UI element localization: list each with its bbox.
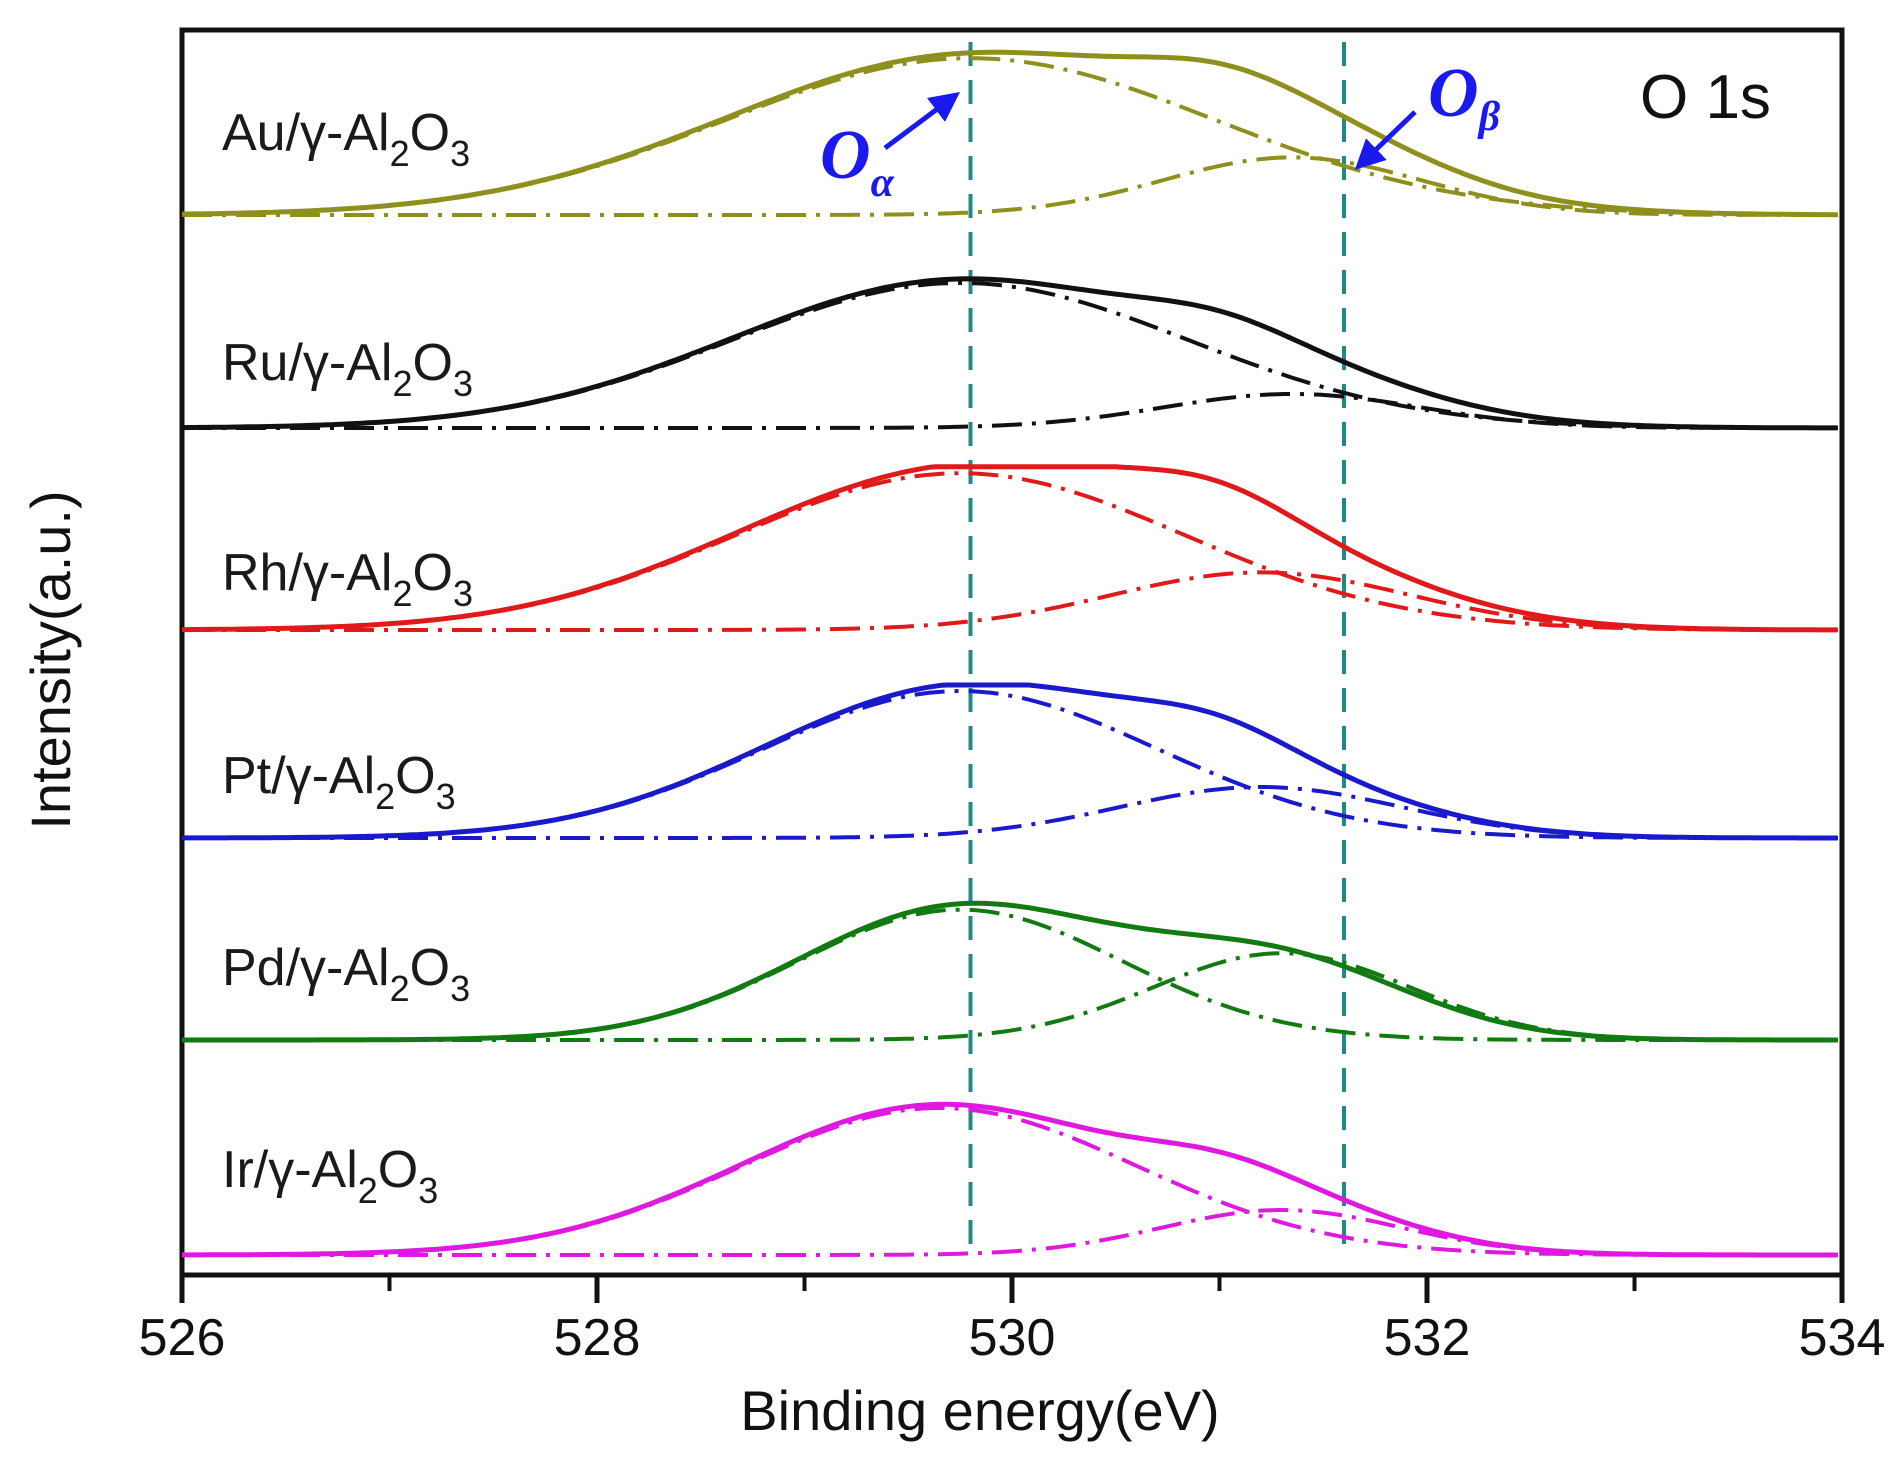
series-layer: Au/γ-Al2O3 Ru/γ-Al2O3 Rh/γ-Al2O3 Pt/γ-Al2O3… [181,49,1838,1258]
series-ru-spectrum [181,276,1838,431]
o-alpha-label: Oα [820,117,895,206]
series-pd-label: Pd/γ-Al2O3 [222,939,470,1009]
series-rh: Rh/γ-Al2O3 [182,464,1838,633]
y-axis-title: Intensity(a.u.) [19,490,82,829]
x-tick-label: 534 [1799,1309,1886,1367]
series-pt-spectrum [182,682,1838,841]
series-rh-label: Rh/γ-Al2O3 [222,544,473,614]
x-axis-title: Binding energy(eV) [740,1379,1219,1442]
x-tick-label: 532 [1384,1309,1471,1367]
series-rh-spectrum [182,464,1838,633]
series-pt-obeta-fit [182,785,1838,840]
series-au-label: Au/γ-Al2O3 [222,104,470,174]
series-ir-label: Ir/γ-Al2O3 [222,1141,438,1211]
series-au-spectrum [181,49,1838,218]
x-tick-label: 528 [554,1309,641,1367]
series-au-obeta-fit [182,155,1838,217]
o-beta-label: Oβ [1428,55,1501,140]
series-pt-label: Pt/γ-Al2O3 [222,747,456,817]
series-rh-obeta-fit [182,570,1838,632]
o-beta-arrow [1354,110,1417,170]
series-ru: Ru/γ-Al2O3 [181,276,1838,431]
x-tick-label: 526 [139,1309,226,1367]
x-tick-label: 530 [969,1309,1056,1367]
series-ir: Ir/γ-Al2O3 [182,1101,1838,1258]
o-alpha-annotation: Oα [820,92,961,206]
o-beta-annotation: Oβ [1354,55,1501,170]
series-ru-obeta-fit [182,392,1838,430]
region-label: O 1s [1640,63,1771,132]
o-alpha-arrow [883,92,961,151]
series-pd-spectrum [182,900,1838,1043]
series-pd: Pd/γ-Al2O3 [182,900,1838,1043]
series-ir-obeta-fit [182,1208,1838,1257]
series-pt: Pt/γ-Al2O3 [182,682,1838,841]
series-ir-spectrum [182,1101,1838,1258]
x-axis: 526 528 530 532 534 [139,1275,1886,1367]
reference-lines [968,42,1346,1257]
series-au: Au/γ-Al2O3 [181,49,1838,218]
plot-frame [179,27,1845,1278]
series-ru-label: Ru/γ-Al2O3 [222,334,473,404]
